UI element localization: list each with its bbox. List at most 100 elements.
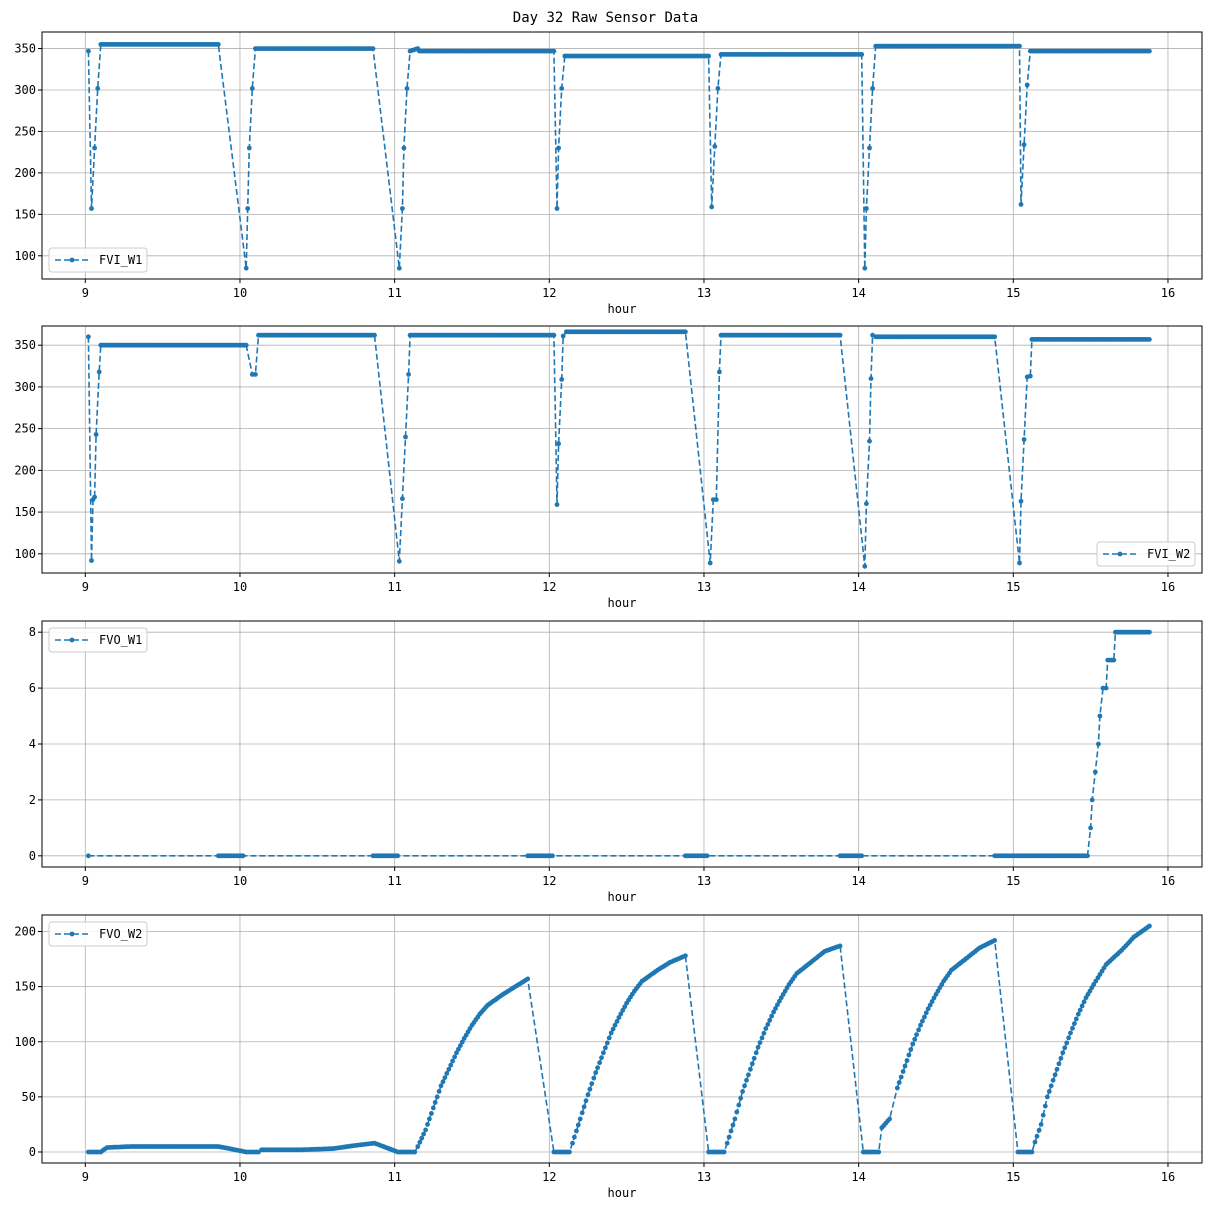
data-point <box>736 1102 742 1108</box>
data-point <box>837 943 843 949</box>
y-tick-label: 300 <box>14 380 36 394</box>
x-tick-label: 13 <box>697 286 711 300</box>
data-point <box>992 334 998 340</box>
data-point <box>215 42 221 47</box>
axes-frame <box>41 914 1203 1164</box>
data-point <box>243 342 249 348</box>
data-point <box>867 145 872 151</box>
legend-label: FVO_W2 <box>99 927 142 941</box>
subplot-1: 9 10 11 12 13 14 15 16 100 150 200 250 300 350 hour FVI… <box>14 31 1203 316</box>
data-point <box>755 1044 761 1050</box>
y-tick-label: 0 <box>29 849 36 863</box>
x-tick-label: 10 <box>233 1170 247 1184</box>
data-point <box>423 1127 428 1133</box>
data-point <box>525 976 531 982</box>
data-point <box>1054 1066 1060 1072</box>
data-point <box>429 1111 434 1116</box>
y-tick-label: 350 <box>14 338 36 352</box>
y-tick-label: 6 <box>29 681 36 695</box>
data-point <box>1036 1127 1042 1133</box>
data-point <box>726 1134 732 1140</box>
subplot-3: 9 10 11 12 13 14 15 16 0 2 4 6 8 hour FVO_W1 <box>29 620 1203 904</box>
data-point <box>446 1066 452 1072</box>
data-point <box>243 265 249 271</box>
x-tick-label: 16 <box>1161 286 1175 300</box>
y-tick-label: 300 <box>14 83 36 97</box>
data-point <box>240 853 246 859</box>
series-line <box>88 925 1150 1153</box>
x-tick-label: 9 <box>82 1170 89 1184</box>
y-tick-label: 8 <box>29 625 36 639</box>
data-point <box>767 1017 773 1023</box>
x-tick-label: 12 <box>542 580 556 594</box>
data-point <box>551 332 557 338</box>
y-tick-label: 350 <box>14 42 36 56</box>
data-point <box>1048 1083 1054 1089</box>
data-point <box>1092 769 1098 775</box>
x-tick-label: 10 <box>233 580 247 594</box>
data-point <box>1077 1007 1083 1013</box>
data-point <box>734 1109 740 1115</box>
data-point <box>438 1083 444 1089</box>
data-point <box>589 1081 595 1086</box>
x-axis-label: hour <box>608 302 637 316</box>
data-point <box>910 1041 916 1047</box>
data-point <box>992 938 998 943</box>
x-tick-label: 13 <box>697 874 711 888</box>
data-point <box>922 1014 927 1020</box>
data-point <box>404 86 410 91</box>
data-point <box>1018 202 1024 207</box>
legend-box <box>1096 541 1196 567</box>
data-point <box>896 1080 902 1085</box>
x-tick-label: 11 <box>387 580 401 594</box>
data-point <box>1147 629 1152 635</box>
data-point <box>551 48 557 54</box>
x-tick-label: 16 <box>1161 580 1175 594</box>
data-point <box>923 1010 929 1016</box>
data-point <box>427 1116 432 1122</box>
data-point <box>370 46 376 51</box>
data-point <box>906 1052 912 1058</box>
data-point <box>746 1072 751 1078</box>
data-point <box>1018 498 1024 504</box>
data-point <box>556 441 561 447</box>
data-point <box>728 1128 734 1134</box>
data-point <box>579 1110 585 1116</box>
legend-marker-swatch <box>69 637 75 643</box>
data-point <box>738 1095 744 1101</box>
data-point <box>717 369 722 375</box>
data-point <box>918 1022 923 1028</box>
series-FVI_W1 <box>86 42 1152 271</box>
data-point <box>749 1061 755 1067</box>
data-point <box>406 372 411 377</box>
x-tick-label: 11 <box>387 286 401 300</box>
data-point <box>581 1104 587 1110</box>
data-point <box>597 1060 602 1066</box>
data-point <box>715 86 721 91</box>
data-point <box>603 1045 608 1051</box>
data-point <box>740 1089 745 1094</box>
data-point <box>444 1071 450 1076</box>
data-point <box>732 1116 738 1122</box>
data-point <box>556 145 561 151</box>
data-point <box>419 1135 425 1141</box>
legend: FVO_W2 <box>48 921 148 947</box>
data-point <box>859 52 865 57</box>
subplot-4: 9 10 11 12 13 14 15 16 0 50 100 150 200 hour FVO_W2 <box>14 914 1203 1200</box>
data-point <box>572 1134 577 1140</box>
data-point <box>1052 1072 1058 1078</box>
data-point <box>400 206 405 211</box>
data-point <box>864 501 869 507</box>
x-tick-label: 11 <box>387 874 401 888</box>
data-point <box>253 372 258 377</box>
legend-label: FVI_W2 <box>1147 547 1190 561</box>
x-tick-label: 15 <box>1006 286 1020 300</box>
legend-marker-swatch <box>69 931 75 937</box>
data-point <box>575 1122 581 1128</box>
data-point <box>742 1083 747 1089</box>
data-point <box>434 1094 440 1100</box>
data-point <box>1060 1050 1066 1056</box>
legend-box <box>48 247 148 273</box>
